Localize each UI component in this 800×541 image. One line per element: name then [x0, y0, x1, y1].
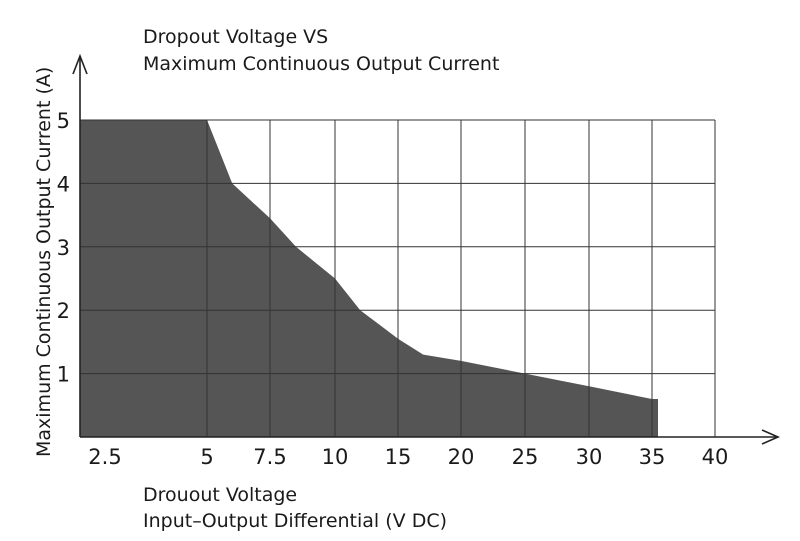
x-tick-label: 20 — [448, 445, 475, 469]
x-tick-label: 10 — [322, 445, 349, 469]
x-tick-label: 15 — [385, 445, 412, 469]
x-tick-label: 5 — [200, 445, 213, 469]
chart-title-line-2: Maximum Continuous Output Current — [143, 53, 500, 75]
x-axis-label-line-1: Drouout Voltage — [143, 484, 298, 506]
x-axis-label-line-2: Input–Output Differential (V DC) — [143, 510, 447, 532]
y-tick-label: 1 — [57, 363, 70, 387]
y-tick-label: 3 — [57, 236, 70, 260]
x-tick-label: 35 — [639, 445, 666, 469]
x-tick-label: 7.5 — [253, 445, 286, 469]
x-axis-arrow — [761, 429, 780, 445]
y-axis-arrow — [72, 53, 88, 75]
y-tick-label: 5 — [57, 109, 70, 133]
x-tick-label: 2.5 — [88, 445, 121, 469]
x-tick-label: 40 — [702, 445, 729, 469]
chart-title-line-1: Dropout Voltage VS — [143, 26, 329, 48]
x-tick-label: 30 — [576, 445, 603, 469]
area-fill — [80, 120, 658, 437]
x-tick-label: 25 — [512, 445, 539, 469]
y-tick-label: 4 — [57, 172, 70, 196]
y-tick-label: 2 — [57, 299, 70, 323]
